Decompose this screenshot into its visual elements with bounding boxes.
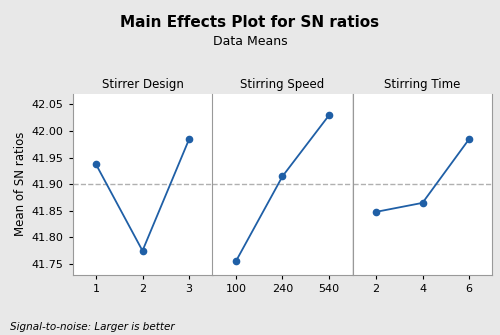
Title: Stirring Speed: Stirring Speed xyxy=(240,78,324,91)
Text: Signal-to-noise: Larger is better: Signal-to-noise: Larger is better xyxy=(10,322,174,332)
Title: Stirring Time: Stirring Time xyxy=(384,78,460,91)
Text: Data Means: Data Means xyxy=(212,35,288,48)
Title: Stirrer Design: Stirrer Design xyxy=(102,78,184,91)
Text: Main Effects Plot for SN ratios: Main Effects Plot for SN ratios xyxy=(120,15,380,30)
Y-axis label: Mean of SN ratios: Mean of SN ratios xyxy=(14,132,28,237)
